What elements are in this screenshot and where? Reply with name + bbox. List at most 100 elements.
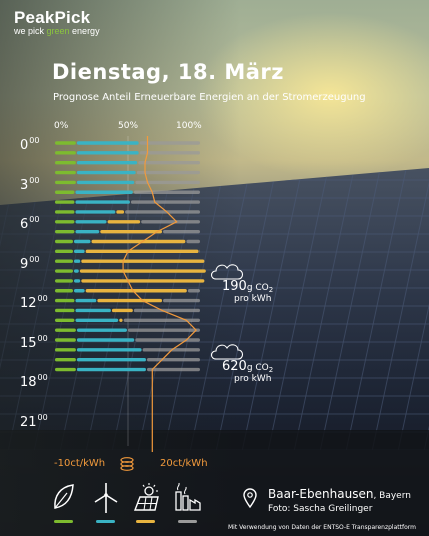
bar-solar-hour-11 [85,249,199,254]
bar-biomass-hour-12 [55,259,73,263]
hour-value: 9 [20,256,29,272]
bar-solar-hour-7 [116,210,125,214]
brand-tagline: we pick green energy [14,26,100,36]
bar-wind-hour-12 [73,259,81,263]
bar-solar-hour-9 [100,229,163,234]
bar-biomass-hour-11 [55,249,73,254]
bar-wind-hour-10 [73,239,91,244]
bar-biomass-hour-21 [55,348,76,352]
bar-solar-hour-17 [111,308,133,313]
price-line [122,136,197,452]
bar-wind-hour-13 [73,269,79,273]
bar-biomass-hour-10 [55,239,73,244]
bar-wind-hour-23 [76,367,146,372]
bar-biomass-hour-19 [55,328,76,332]
hour-minutes: 00 [29,175,40,185]
bar-conventional-hour-9 [163,229,200,234]
bar-biomass-hour-1 [55,151,76,155]
hour-label: 1200 [20,294,48,311]
bar-biomass-hour-3 [55,170,76,175]
leaf-icon [54,484,74,509]
bar-wind-hour-1 [76,151,139,155]
bar-conventional-hour-6 [130,200,200,204]
bar-biomass-hour-9 [55,229,75,234]
brand-logo: PeakPick we pick green energy [14,8,100,36]
bar-wind-hour-7 [75,210,116,214]
bar-biomass-hour-6 [55,200,75,204]
bar-wind-hour-6 [75,200,130,204]
bar-biomass-hour-14 [55,279,73,283]
co2-high-unit: g CO [246,363,269,373]
co2-low-sub: 2 [268,286,274,294]
bar-biomass-hour-8 [55,220,75,224]
bar-wind-hour-2 [76,161,138,165]
bar-wind-hour-3 [76,170,136,175]
hour-value: 0 [20,138,29,153]
bar-biomass-hour-15 [55,289,73,293]
factory-icon [175,482,201,511]
bar-solar-hour-18 [119,318,123,322]
co2-high-value: 620 [222,359,247,374]
hour-minutes: 00 [29,215,40,224]
bar-biomass-hour-5 [55,190,75,194]
bar-conventional-hour-3 [136,170,200,175]
cloud-icon [210,264,244,280]
co2-high-per: pro kWh [234,374,272,384]
bar-conventional-hour-4 [135,180,200,185]
tagline-post: energy [69,26,100,36]
co2-annotation-low: 190g CO2 pro kWh [222,279,273,304]
bar-solar-hour-8 [107,220,141,224]
bar-solar-hour-10 [91,239,186,244]
bar-wind-hour-22 [76,358,146,362]
bar-conventional-hour-17 [133,308,200,313]
bar-biomass-hour-20 [55,338,76,342]
bar-solar-hour-13 [79,269,206,273]
solar-panel-icon [133,483,159,511]
bar-wind-hour-11 [73,249,85,254]
bar-solar-hour-16 [97,298,163,303]
bar-conventional-hour-0 [139,141,200,145]
data-source-note: Mit Verwendung von Daten der ENTSO-E Tra… [228,524,416,531]
coins-icon [120,457,134,471]
scale-label-50: 50% [118,121,139,131]
tagline-green: green [46,26,70,36]
bar-conventional-hour-7 [125,210,200,214]
bar-conventional-hour-2 [138,161,200,165]
bar-wind-hour-20 [76,338,135,342]
page-subtitle: Prognose Anteil Erneuerbare Energien an … [53,92,366,103]
legend-bar-wind-turbine [96,520,115,523]
bar-biomass-hour-22 [55,358,76,362]
bar-wind-hour-21 [76,348,142,352]
bar-conventional-hour-1 [139,151,200,155]
scale-label-100: 100% [176,121,202,131]
bar-conventional-hour-18 [123,318,200,322]
location-region: , Bayern [373,491,411,501]
bar-wind-hour-19 [76,328,127,332]
bar-wind-hour-16 [75,298,97,303]
hour-value: 3 [20,177,29,193]
hour-label: 900 [20,255,39,272]
bar-biomass-hour-18 [55,318,75,322]
hour-value: 21 [20,414,37,430]
hour-minutes: 00 [37,412,48,422]
brand-name: PeakPick [14,8,91,27]
hour-label: 600 [20,215,39,232]
bar-conventional-hour-19 [128,328,200,332]
bar-wind-hour-9 [75,229,100,234]
bar-wind-hour-14 [73,279,81,283]
hour-label: 1500 [20,334,48,351]
hour-label: 300 [20,176,39,193]
bar-conventional-hour-22 [146,358,200,362]
hour-label: 1800 [20,373,48,390]
bar-solar-hour-15 [85,289,187,293]
bar-solar-hour-12 [81,259,205,263]
bar-wind-hour-15 [73,289,85,293]
co2-low-unit: g CO [246,283,269,293]
bar-wind-hour-5 [75,190,133,194]
co2-low-value: 190 [222,279,247,294]
bar-biomass-hour-4 [55,180,76,185]
bar-biomass-hour-16 [55,298,75,303]
price-max-label: 20ct/kWh [160,458,208,469]
